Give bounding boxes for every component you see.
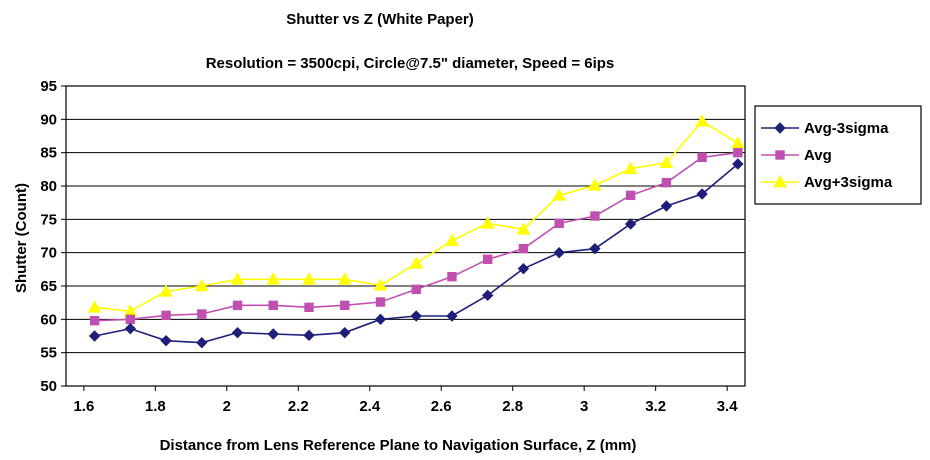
data-point-avg-3sigma [230, 272, 245, 285]
data-point-avg-3sigma [303, 329, 315, 342]
data-point-avg-3sigma [732, 158, 744, 170]
data-point-avg [482, 254, 493, 265]
data-point-avg [375, 297, 386, 307]
x-tick-label: 1.6 [73, 398, 94, 415]
data-point-avg-3sigma [624, 218, 637, 230]
data-point-avg-3sigma [337, 272, 352, 285]
data-point-avg [304, 302, 314, 313]
y-tick-label: 90 [40, 111, 57, 128]
data-point-avg-3sigma [731, 136, 745, 149]
data-point-avg [125, 314, 136, 325]
data-point-avg [197, 309, 207, 319]
y-tick-label: 70 [40, 245, 57, 262]
y-tick-label: 95 [40, 78, 57, 95]
data-point-avg-3sigma [88, 330, 101, 342]
x-tick-label: 2.6 [431, 398, 452, 415]
data-point-avg-3sigma [194, 278, 209, 292]
data-point-avg [518, 243, 529, 254]
data-point-avg-3sigma [159, 284, 173, 297]
data-point-avg-3sigma [339, 326, 351, 339]
y-tick-label: 50 [40, 378, 57, 395]
series-line-avg-3sigma [94, 120, 739, 313]
data-point-avg-3sigma [660, 200, 673, 212]
data-point-avg [340, 300, 350, 311]
data-point-avg-3sigma [553, 246, 565, 259]
x-tick-label: 2.2 [288, 398, 309, 415]
data-point-avg [232, 300, 243, 311]
legend-marker-avg [775, 150, 785, 160]
data-point-avg-3sigma [267, 328, 279, 340]
data-point-avg-3sigma [410, 310, 422, 322]
data-point-avg-3sigma [231, 326, 244, 339]
data-point-avg-3sigma [552, 188, 567, 201]
data-point-avg-3sigma [659, 155, 674, 168]
data-point-avg-3sigma [196, 336, 208, 349]
chart-title: Shutter vs Z (White Paper) [286, 11, 474, 28]
y-tick-label: 65 [40, 278, 57, 295]
legend-marker-avg-3sigma [774, 122, 786, 134]
data-point-avg-3sigma [374, 313, 387, 326]
data-point-avg [661, 177, 672, 188]
plot-border [65, 85, 746, 387]
data-point-avg [554, 218, 564, 229]
legend-label-avg-3sigma: Avg-3sigma [804, 120, 889, 137]
data-point-avg [411, 284, 421, 295]
data-point-avg [590, 211, 600, 221]
data-point-avg-3sigma [160, 334, 172, 347]
data-point-avg-3sigma [302, 272, 316, 285]
data-point-avg-3sigma [446, 310, 458, 322]
y-tick-label: 80 [40, 178, 57, 195]
y-tick-label: 85 [40, 145, 57, 162]
x-tick-label: 3.2 [645, 398, 666, 415]
data-point-avg-3sigma [124, 322, 137, 335]
data-point-avg-3sigma [516, 222, 531, 235]
data-point-avg-3sigma [588, 178, 602, 191]
y-axis-label: Shutter (Count) [13, 183, 30, 293]
y-tick-label: 60 [40, 311, 57, 328]
x-tick-label: 1.8 [145, 398, 166, 415]
data-point-avg [733, 147, 743, 158]
chart-subtitle: Resolution = 3500cpi, Circle@7.5" diamet… [206, 55, 615, 72]
data-point-avg-3sigma [589, 242, 601, 255]
data-point-avg [625, 190, 636, 201]
data-point-avg-3sigma [517, 262, 530, 275]
y-tick-label: 75 [40, 211, 57, 228]
x-tick-label: 2.8 [502, 398, 523, 415]
x-tick-label: 3 [580, 398, 588, 415]
x-tick-label: 3.4 [717, 398, 739, 415]
legend-marker-avg-3sigma [773, 174, 787, 188]
data-point-avg [89, 315, 100, 326]
legend-label-avg-3sigma: Avg+3sigma [804, 174, 893, 191]
plot-area: 50 55 60 65 70 75 80 85 90 95 1.6 1.8 2 2.2 2.4 2.6 2.8 3… [40, 78, 746, 415]
x-axis-label: Distance from Lens Reference Plane to Na… [160, 437, 637, 454]
data-point-avg-3sigma [480, 216, 495, 229]
x-tick-label: 2 [223, 398, 231, 415]
x-tick-label: 2.4 [359, 398, 381, 415]
data-point-avg-3sigma [623, 161, 638, 174]
y-tick-label: 55 [40, 345, 57, 362]
data-point-avg-3sigma [409, 256, 424, 269]
data-point-avg [447, 271, 457, 282]
data-point-avg [161, 310, 171, 321]
data-point-avg [697, 152, 707, 163]
data-point-avg-3sigma [373, 278, 388, 291]
data-point-avg-3sigma [696, 188, 708, 200]
data-point-avg-3sigma [445, 233, 459, 246]
legend-label-avg: Avg [804, 147, 832, 164]
data-point-avg-3sigma [481, 289, 494, 302]
data-point-avg-3sigma [266, 272, 281, 285]
legend: Avg-3sigma Avg Avg+3sigma [754, 105, 922, 205]
data-point-avg-3sigma [87, 300, 102, 313]
series-line-avg [94, 151, 738, 322]
data-point-avg-3sigma [695, 114, 709, 127]
data-point-avg [268, 300, 278, 311]
